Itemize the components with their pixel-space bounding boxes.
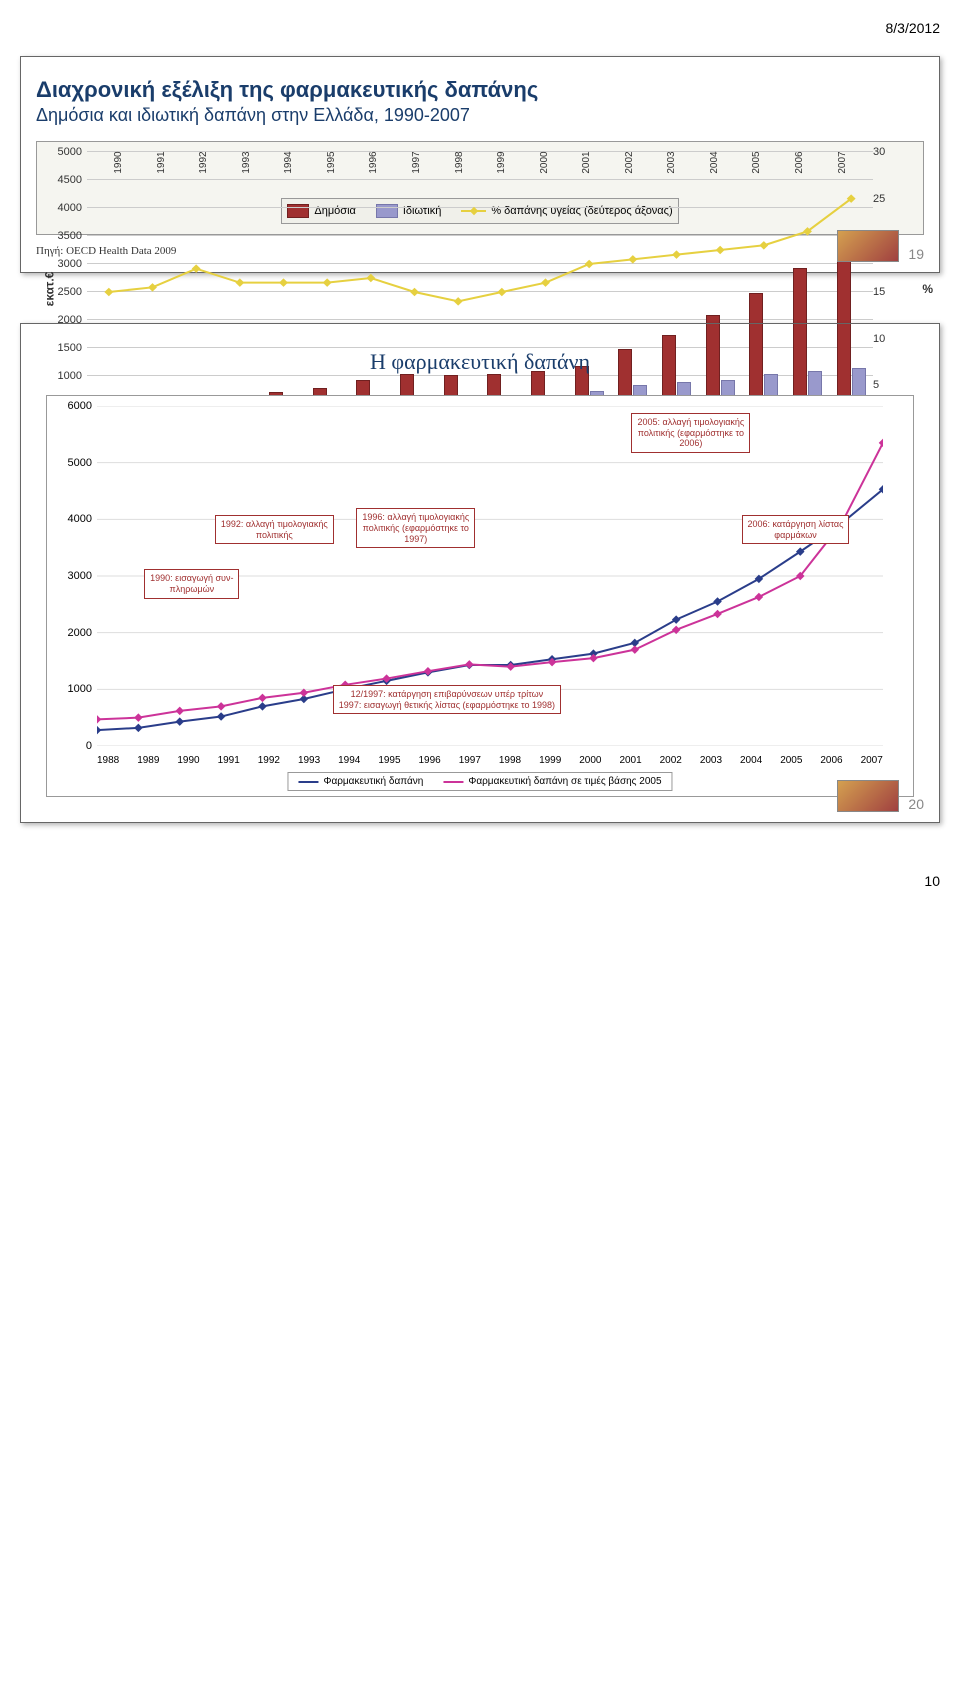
slide2-logo [837,780,899,812]
chart2-x-label: 1991 [218,755,240,766]
chart2-x-label: 1998 [499,755,521,766]
slide1-title: Διαχρονική εξέλιξη της φαρμακευτικής δαπ… [36,77,924,103]
x-label: 1997 [411,141,422,184]
legend-series2-marker [443,781,463,783]
y2-tick: 15 [873,286,908,298]
y1-tick: 4500 [47,174,82,186]
chart2-x-label: 2007 [861,755,883,766]
chart2-x-label: 1993 [298,755,320,766]
chart2-x-label: 1992 [258,755,280,766]
legend-pct-swatch [461,210,486,212]
chart2-container: 0 1000 2000 3000 4000 5000 6000 1990: εισαγωγή… [46,395,914,797]
chart2-y-tick: 0 [57,740,92,752]
y2-axis-label: % [922,282,933,296]
chart2-x-label: 2005 [780,755,802,766]
x-label: 2002 [624,141,635,184]
chart2-x-label: 1988 [97,755,119,766]
slide-2: Η φαρμακευτική δαπάνη 0 1000 2000 3000 4000 5… [20,323,940,823]
y1-tick: 5000 [47,146,82,158]
chart1-container: εκατ.€ % 0500100015002000250030003500400… [36,141,924,235]
chart2-x-label: 2003 [700,755,722,766]
chart2-x-label: 2000 [579,755,601,766]
slide1-logo [837,230,899,262]
slide-1: Διαχρονική εξέλιξη της φαρμακευτικής δαπ… [20,56,940,273]
slide2-title: Η φαρμακευτική δαπάνη [36,349,924,375]
chart2-annotation: 1996: αλλαγή τιμολογιακής πολιτικής (εφα… [356,508,475,548]
y2-tick: 30 [873,146,908,158]
chart2-y-tick: 1000 [57,683,92,695]
chart2-x-labels: 1988 1989 1990 1991 1992 1993 1994 1995 1996 1997… [97,755,883,766]
chart2-y-tick: 3000 [57,570,92,582]
y1-tick: 3000 [47,258,82,270]
x-label: 1990 [113,141,124,184]
x-label: 1994 [283,141,294,184]
y1-tick: 4000 [47,202,82,214]
x-label: 2006 [794,141,805,184]
chart2-x-label: 1989 [137,755,159,766]
chart2-y-tick: 4000 [57,513,92,525]
chart2-x-label: 1990 [177,755,199,766]
chart2-x-label: 2001 [619,755,641,766]
chart2-x-label: 1997 [459,755,481,766]
legend-series2: Φαρμακευτική δαπάνη σε τιμές βάσης 2005 [443,776,661,787]
y1-tick: 2500 [47,286,82,298]
x-label: 2007 [836,141,847,184]
x-label: 1991 [155,141,166,184]
chart2-x-label: 1995 [378,755,400,766]
x-label: 2003 [666,141,677,184]
slide2-number: 20 [908,796,924,812]
x-label: 2001 [581,141,592,184]
x-label: 1996 [368,141,379,184]
y2-tick: 25 [873,193,908,205]
chart2-annotation: 2006: κατάργηση λίστας φαρμάκων [742,515,850,545]
chart2-y-tick: 2000 [57,627,92,639]
chart2-annotation: 1992: αλλαγή τιμολογιακής πολιτικής [215,515,334,545]
chart2-annotation: 12/1997: κατάργηση επιβαρύνσεων υπέρ τρί… [333,685,561,715]
page-number: 10 [20,873,940,889]
chart2-x-label: 2006 [820,755,842,766]
legend-series1: Φαρμακευτική δαπάνη [298,776,423,787]
chart2-annotation: 1990: εισαγωγή συν- πληρωμών [144,569,239,599]
page-date: 8/3/2012 [20,20,940,36]
chart2-x-label: 1996 [419,755,441,766]
chart2-plot: 1990: εισαγωγή συν- πληρωμών 1992: αλλαγή… [97,406,883,746]
chart2-x-label: 2002 [660,755,682,766]
y1-tick: 3500 [47,230,82,242]
legend-series1-label: Φαρμακευτική δαπάνη [323,776,423,787]
x-label: 1993 [240,141,251,184]
x-label: 1998 [453,141,464,184]
chart2-y-tick: 6000 [57,400,92,412]
legend-series2-label: Φαρμακευτική δαπάνη σε τιμές βάσης 2005 [468,776,661,787]
x-label: 1999 [496,141,507,184]
slide1-number: 19 [908,246,924,262]
chart2-x-label: 2004 [740,755,762,766]
chart2-annotation: 2005: αλλαγή τιμολογιακής πολιτικής (εφα… [631,413,750,453]
slide1-subtitle: Δημόσια και ιδιωτική δαπάνη στην Ελλάδα,… [36,105,924,126]
x-label: 1995 [326,141,337,184]
legend-series1-marker [298,781,318,783]
chart2-legend: Φαρμακευτική δαπάνη Φαρμακευτική δαπάνη … [287,772,672,791]
x-label: 2005 [751,141,762,184]
x-label: 2000 [538,141,549,184]
chart2-y-tick: 5000 [57,457,92,469]
x-label: 1992 [198,141,209,184]
x-label: 2004 [709,141,720,184]
chart2-x-label: 1994 [338,755,360,766]
chart2-x-label: 1999 [539,755,561,766]
